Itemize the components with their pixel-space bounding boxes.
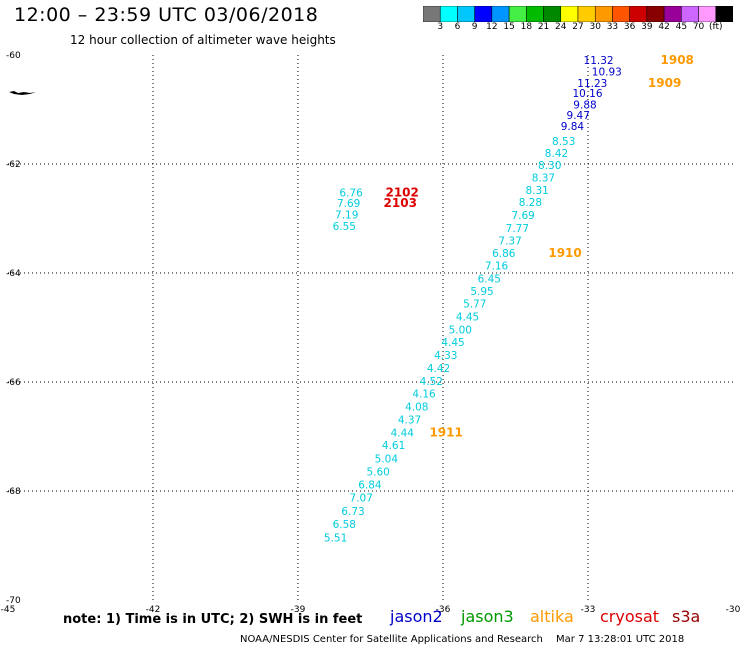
colorbar-tick-label: 12 bbox=[486, 22, 498, 32]
footer-credit: NOAA/NESDIS Center for Satellite Applica… bbox=[240, 634, 684, 645]
wave-height-label: 7.69 bbox=[337, 198, 360, 210]
y-tick-label: -70 bbox=[6, 596, 21, 606]
wave-height-label: 9.84 bbox=[561, 121, 585, 133]
wave-height-label: 8.37 bbox=[532, 173, 555, 185]
colorbar-tick-label: 36 bbox=[623, 22, 636, 32]
y-tick-label: -60 bbox=[6, 51, 21, 61]
wave-height-label: 5.60 bbox=[366, 466, 389, 478]
colorbar-tick-label: 70 bbox=[692, 22, 705, 32]
wave-height-colorbar bbox=[423, 6, 733, 22]
colorbar-tick-label: 3 bbox=[437, 22, 444, 32]
map-subtitle: 12 hour collection of altimeter wave hei… bbox=[70, 33, 336, 47]
wave-height-label: 7.07 bbox=[350, 493, 373, 505]
y-tick-label: -68 bbox=[6, 487, 21, 497]
wave-height-label: 10.16 bbox=[572, 88, 602, 100]
colorbar-tick-label: 6 bbox=[454, 22, 461, 32]
wave-height-label: 11.23 bbox=[577, 78, 607, 90]
wave-height-label: 7.19 bbox=[335, 210, 358, 222]
wave-height-label: 6.73 bbox=[341, 506, 364, 518]
legend-item-s3a: s3a bbox=[672, 607, 701, 626]
x-tick-label: -36 bbox=[436, 605, 451, 615]
footer-note: note: 1) Time is in UTC; 2) SWH is in fe… bbox=[63, 612, 363, 627]
land-fragment bbox=[9, 91, 36, 95]
wave-height-label: 10.93 bbox=[592, 66, 622, 78]
colorbar-labels: 3 6 9 12 15 18 21 24 27 30 33 36 39 42 45 70 (ft) bbox=[423, 22, 733, 36]
pass-time-label: 1910 bbox=[548, 246, 581, 260]
wave-height-label: 4.08 bbox=[405, 402, 428, 414]
wave-height-label: 8.30 bbox=[538, 160, 561, 172]
wave-height-label: 6.86 bbox=[492, 248, 516, 260]
colorbar-tick-label: 39 bbox=[641, 22, 653, 32]
colorbar-tick-label: 42 bbox=[658, 22, 670, 32]
wave-height-label: 4.16 bbox=[412, 388, 436, 400]
x-tick-label: -33 bbox=[581, 605, 596, 615]
colorbar-tick-label: 15 bbox=[503, 22, 515, 32]
colorbar-tick-label: 18 bbox=[520, 22, 533, 32]
legend-item-jason2: jason2 bbox=[390, 607, 443, 626]
pass-time-label: 2103 bbox=[384, 196, 417, 210]
wave-height-label: 7.37 bbox=[498, 235, 521, 247]
colorbar-tick-label: 21 bbox=[537, 22, 550, 32]
credit-timestamp: Mar 7 13:28:01 UTC 2018 bbox=[556, 634, 685, 645]
colorbar-tick-label: 9 bbox=[471, 22, 478, 32]
legend-item-altika: altika bbox=[530, 607, 574, 626]
pass-time-label: 1908 bbox=[661, 53, 694, 67]
colorbar-tick-label: 45 bbox=[675, 22, 688, 32]
wave-height-label: 11.32 bbox=[584, 55, 614, 67]
wave-height-label: 5.95 bbox=[470, 286, 493, 298]
wave-height-label: 4.45 bbox=[456, 312, 479, 324]
wave-height-label: 7.77 bbox=[506, 223, 529, 235]
wave-height-label: 6.55 bbox=[333, 221, 356, 233]
wave-height-label: 6.84 bbox=[358, 479, 382, 491]
wave-height-label: 5.77 bbox=[463, 299, 486, 311]
wave-height-label: 4.37 bbox=[398, 415, 421, 427]
wave-height-label: 9.47 bbox=[567, 110, 590, 122]
wave-height-label: 4.44 bbox=[391, 428, 415, 440]
colorbar-tick-label: 24 bbox=[555, 22, 567, 32]
wave-height-label: 6.58 bbox=[333, 519, 356, 531]
wave-height-label: 8.28 bbox=[519, 197, 542, 209]
wave-height-label: 5.00 bbox=[449, 325, 472, 337]
legend-item-jason3: jason3 bbox=[461, 607, 514, 626]
x-tick-label: -45 bbox=[1, 605, 16, 615]
wave-height-label: 6.45 bbox=[478, 273, 501, 285]
map-title: 12:00 – 23:59 UTC 03/06/2018 bbox=[14, 4, 319, 26]
wave-height-label: 4.45 bbox=[441, 337, 464, 349]
pass-time-label: 1909 bbox=[648, 76, 681, 90]
wave-height-label: 4.33 bbox=[434, 350, 457, 362]
wave-height-label: 5.51 bbox=[324, 532, 347, 544]
wave-height-label: 8.42 bbox=[545, 148, 568, 160]
colorbar-tick-label: 30 bbox=[589, 22, 601, 32]
wave-height-label: 7.69 bbox=[511, 210, 534, 222]
x-tick-label: -30 bbox=[726, 605, 740, 615]
wave-height-label: 4.42 bbox=[427, 363, 450, 375]
wave-height-label: 4.52 bbox=[420, 376, 443, 388]
wave-height-label: 6.76 bbox=[339, 187, 363, 199]
x-tick-label: -39 bbox=[291, 605, 306, 615]
colorbar-tick-label: (ft) bbox=[708, 22, 723, 32]
credit-text: NOAA/NESDIS Center for Satellite Applica… bbox=[240, 634, 543, 645]
colorbar-tick-label: 27 bbox=[572, 22, 584, 32]
pass-time-label: 1911 bbox=[429, 426, 462, 440]
wave-height-label: 5.04 bbox=[375, 453, 399, 465]
wave-height-label: 8.31 bbox=[525, 185, 548, 197]
wave-height-label: 8.53 bbox=[552, 136, 575, 148]
legend-item-cryosat: cryosat bbox=[600, 607, 660, 626]
colorbar-tick-label: 33 bbox=[606, 22, 619, 32]
x-tick-label: -42 bbox=[146, 605, 161, 615]
wave-height-label: 9.88 bbox=[573, 100, 596, 112]
y-tick-label: -62 bbox=[6, 160, 21, 170]
wave-height-label: 4.61 bbox=[382, 440, 405, 452]
wave-height-label: 7.16 bbox=[485, 260, 509, 272]
pass-time-label: 2102 bbox=[385, 185, 418, 199]
y-tick-label: -64 bbox=[6, 269, 21, 279]
y-tick-label: -66 bbox=[6, 378, 21, 388]
